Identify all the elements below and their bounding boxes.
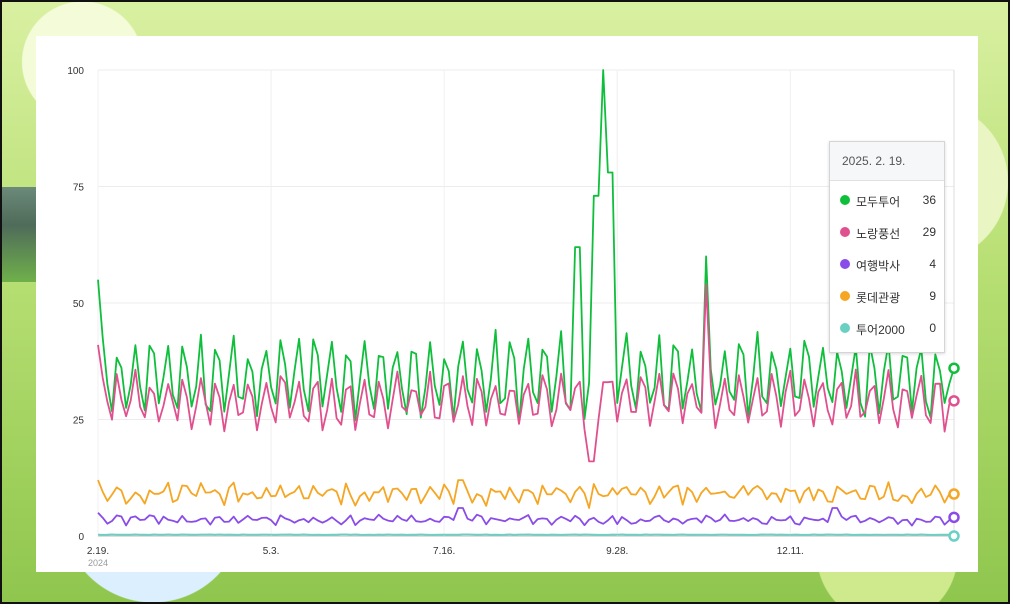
tooltip-date: 2025. 2. 19. <box>830 142 944 181</box>
tooltip-row: 모두투어 36 <box>830 185 944 217</box>
series-end-marker[interactable] <box>948 488 960 500</box>
series-line <box>97 507 955 527</box>
tooltip-series-name: 투어2000 <box>856 323 905 337</box>
series-line <box>97 69 955 425</box>
tooltip-rows: 모두투어 36 노랑풍선 29 여행박사 4 롯데관광 9 <box>830 181 944 345</box>
y-tick-label: 100 <box>67 66 84 77</box>
tooltip-series-name: 롯데관광 <box>856 291 901 305</box>
x-tick-label: 5.3. <box>263 546 280 557</box>
x-tick-label: 12.11. <box>777 546 804 557</box>
grid <box>97 69 955 537</box>
tooltip-series-value: 36 <box>922 193 936 207</box>
tooltip-series-value: 4 <box>929 257 936 271</box>
tooltip-row: 투어2000 0 <box>830 313 944 345</box>
line-chart: 0 25 50 75 100 2.19.2024 5.3. 7.16. 9.28. 12.11. <box>67 66 960 568</box>
y-axis: 0 25 50 75 100 <box>67 66 84 543</box>
tooltip-row: 노랑풍선 29 <box>830 217 944 249</box>
series-end-marker[interactable] <box>948 362 960 374</box>
y-tick-label: 0 <box>78 532 84 543</box>
series-end-marker[interactable] <box>948 395 960 407</box>
x-axis: 2.19.2024 5.3. 7.16. 9.28. 12.11. <box>87 546 804 568</box>
tooltip-series-name: 여행박사 <box>856 259 901 273</box>
x-tick-label: 9.28. <box>606 546 628 557</box>
tooltip-series-value: 9 <box>929 289 936 303</box>
tooltip-series-name: 노랑풍선 <box>856 227 901 241</box>
x-tick-label: 2.19. <box>87 546 109 557</box>
y-tick-label: 50 <box>73 299 85 310</box>
legend-dot-icon <box>840 323 850 333</box>
end-markers[interactable] <box>948 362 960 542</box>
legend-dot-icon <box>840 259 850 269</box>
y-tick-label: 75 <box>73 183 85 194</box>
tooltip-row: 여행박사 4 <box>830 249 944 281</box>
x-tick-label: 7.16. <box>433 546 455 557</box>
series-line <box>97 533 955 537</box>
tooltip-series-name: 모두투어 <box>856 195 901 209</box>
legend-dot-icon <box>840 195 850 205</box>
legend-dot-icon <box>840 227 850 237</box>
background-photo-strip <box>2 187 42 282</box>
tooltip-series-value: 29 <box>922 225 936 239</box>
tooltip: 2025. 2. 19. 모두투어 36 노랑풍선 29 여행박사 4 <box>829 141 945 353</box>
tooltip-series-value: 0 <box>929 321 936 335</box>
tooltip-row: 롯데관광 9 <box>830 281 944 313</box>
series-end-marker[interactable] <box>948 530 960 542</box>
legend-dot-icon <box>840 291 850 301</box>
series-end-marker[interactable] <box>948 511 960 524</box>
chart-card: 0 25 50 75 100 2.19. 2024 5.3. 7.16. 9.28. 12.11.… <box>36 36 978 572</box>
series-layer <box>97 69 955 537</box>
series-line <box>97 283 955 463</box>
x-tick-year-label: 2024 <box>88 558 108 568</box>
y-tick-label: 25 <box>73 416 85 427</box>
series-line <box>97 479 955 509</box>
